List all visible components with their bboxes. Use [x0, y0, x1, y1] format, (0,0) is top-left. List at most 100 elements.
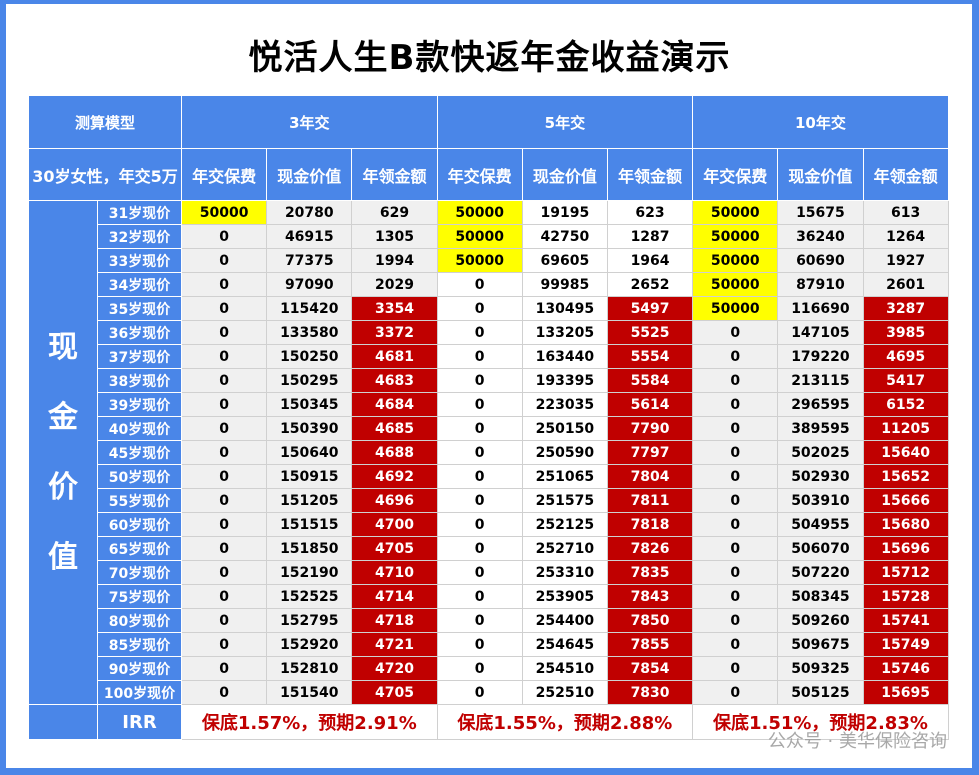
premium-cell: 0 [692, 680, 779, 705]
cash-value-cell: 150250 [266, 344, 353, 369]
payout-cell: 5554 [606, 344, 694, 369]
premium-cell: 0 [436, 464, 523, 489]
cash-value-cell: 506070 [777, 536, 864, 561]
premium-cell: 0 [181, 656, 268, 681]
cash-value-cell: 19195 [521, 200, 608, 225]
premium-cell: 50000 [692, 272, 779, 297]
premium-cell: 0 [181, 632, 268, 657]
irr-row: IRR 保底1.57%，预期2.91% 保底1.55%，预期2.88% 保底1.51%… [28, 704, 949, 740]
cash-value-cell: 389595 [777, 416, 864, 441]
payout-cell: 4714 [351, 584, 438, 609]
cash-value-cell: 152190 [266, 560, 353, 585]
irr-value: 保底1.55%，预期2.88% [436, 704, 694, 740]
cash-value-cell: 152525 [266, 584, 353, 609]
payout-cell: 6152 [862, 392, 949, 417]
table-row: 60岁现价 0 151515 4700 0 252125 7818 0 504955 15680 [29, 512, 949, 537]
cash-value-cell: 250150 [521, 416, 608, 441]
column-header: 年交保费 [181, 148, 268, 201]
table-row: 40岁现价 0 150390 4685 0 250150 7790 0 389595 11205 [29, 416, 949, 441]
table-row: 45岁现价 0 150640 4688 0 250590 7797 0 502025 15640 [29, 440, 949, 465]
payout-cell: 7804 [606, 464, 694, 489]
premium-cell: 0 [692, 464, 779, 489]
payout-cell: 15696 [862, 536, 949, 561]
premium-cell: 0 [181, 464, 268, 489]
premium-cell: 0 [692, 608, 779, 633]
age-label: 36岁现价 [96, 320, 183, 345]
cash-value-cell: 504955 [777, 512, 864, 537]
payout-cell: 4681 [351, 344, 438, 369]
table-row: 36岁现价 0 133580 3372 0 133205 5525 0 147105 3985 [29, 320, 949, 345]
table-row: 85岁现价 0 152920 4721 0 254645 7855 0 509675 15749 [29, 632, 949, 657]
cash-value-cell: 152920 [266, 632, 353, 657]
table-row: 33岁现价 0 77375 1994 50000 69605 1964 50000 60690 1… [29, 248, 949, 273]
cash-value-cell: 163440 [521, 344, 608, 369]
premium-cell: 0 [692, 368, 779, 393]
premium-cell: 0 [181, 296, 268, 321]
premium-cell: 0 [181, 248, 268, 273]
cash-value-cell: 508345 [777, 584, 864, 609]
payout-cell: 1927 [862, 248, 949, 273]
cash-value-cell: 150295 [266, 368, 353, 393]
cash-value-cell: 254510 [521, 656, 608, 681]
cash-value-cell: 60690 [777, 248, 864, 273]
payout-cell: 1994 [351, 248, 438, 273]
age-label: 60岁现价 [96, 512, 183, 537]
cash-value-cell: 252125 [521, 512, 608, 537]
premium-cell: 0 [436, 272, 523, 297]
premium-cell: 0 [181, 488, 268, 513]
premium-cell: 0 [181, 536, 268, 561]
premium-cell: 0 [692, 584, 779, 609]
group-3yr: 3年交 [181, 95, 438, 149]
table-row: 现金价值 31岁现价 50000 20780 629 50000 19195 623 50000… [28, 200, 949, 705]
column-header: 现金价值 [521, 148, 608, 201]
cash-value-cell: 253905 [521, 584, 608, 609]
premium-cell: 0 [436, 632, 523, 657]
cash-value-cell: 99985 [521, 272, 608, 297]
cash-value-cell: 193395 [521, 368, 608, 393]
payout-cell: 7797 [606, 440, 694, 465]
premium-cell: 0 [436, 344, 523, 369]
cash-value-cell: 133580 [266, 320, 353, 345]
premium-cell: 0 [436, 608, 523, 633]
table-row: 34岁现价 0 97090 2029 0 99985 2652 50000 87910 2601 [29, 272, 949, 297]
premium-cell: 50000 [692, 296, 779, 321]
annuity-table: 测算模型 3年交 5年交 10年交 30岁女性，年交5万 年交保费 现金价值 年领金… [27, 95, 949, 740]
payout-cell: 15666 [862, 488, 949, 513]
premium-cell: 0 [181, 320, 268, 345]
cash-value-cell: 253310 [521, 560, 608, 585]
premium-cell: 0 [181, 608, 268, 633]
age-label: 50岁现价 [96, 464, 183, 489]
cash-value-cell: 509675 [777, 632, 864, 657]
column-header: 年交保费 [436, 148, 523, 201]
age-label: 70岁现价 [96, 560, 183, 585]
cash-value-cell: 507220 [777, 560, 864, 585]
cash-value-cell: 502025 [777, 440, 864, 465]
premium-cell: 0 [181, 560, 268, 585]
age-label: 75岁现价 [96, 584, 183, 609]
age-label: 37岁现价 [96, 344, 183, 369]
cash-value-cell: 254645 [521, 632, 608, 657]
side-char: 价 [48, 469, 78, 505]
table-row: 75岁现价 0 152525 4714 0 253905 7843 0 508345 15728 [29, 584, 949, 609]
cash-value-cell: 20780 [266, 200, 353, 225]
age-label: 40岁现价 [96, 416, 183, 441]
age-label: 32岁现价 [96, 224, 183, 249]
premium-cell: 0 [692, 344, 779, 369]
payout-cell: 1264 [862, 224, 949, 249]
age-label: 65岁现价 [96, 536, 183, 561]
cash-value-cell: 116690 [777, 296, 864, 321]
cash-value-cell: 252510 [521, 680, 608, 705]
premium-cell: 0 [436, 416, 523, 441]
premium-cell: 0 [181, 224, 268, 249]
payout-cell: 623 [606, 200, 694, 225]
premium-cell: 0 [692, 440, 779, 465]
payout-cell: 3287 [862, 296, 949, 321]
payout-cell: 15640 [862, 440, 949, 465]
side-char: 值 [48, 539, 78, 575]
age-label: 35岁现价 [96, 296, 183, 321]
cash-value-cell: 150390 [266, 416, 353, 441]
cash-value-cell: 152810 [266, 656, 353, 681]
cash-value-cell: 296595 [777, 392, 864, 417]
cash-value-cell: 150915 [266, 464, 353, 489]
premium-cell: 0 [692, 560, 779, 585]
